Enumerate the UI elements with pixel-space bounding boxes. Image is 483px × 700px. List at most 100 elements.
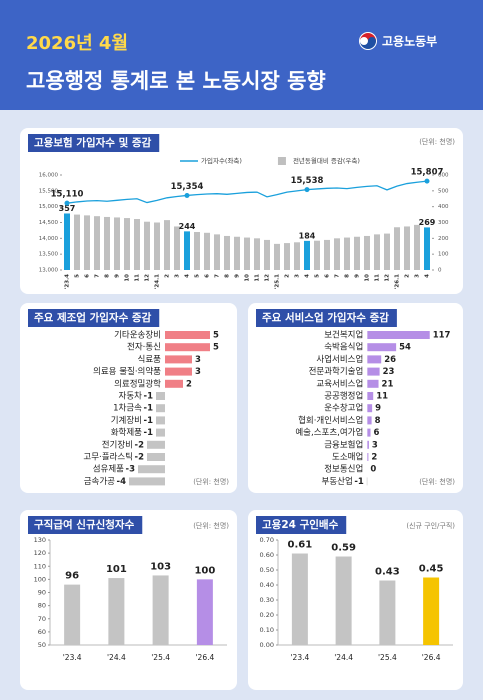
category-label: 식료품 [138,355,162,365]
category-label: 1차금속 [113,404,142,414]
bar [94,216,100,270]
line-value-label: 15,354 [171,182,204,192]
x-tick-label: '23.4 [65,274,71,289]
bar-value-label: 2 [186,379,192,389]
bar-value-label: 0.45 [419,564,444,575]
bar-value-label: 184 [299,231,316,240]
line-value-label: 15,807 [411,168,444,178]
bar [274,243,280,270]
unit-label: (단위: 천명) [419,137,455,146]
bar [165,367,192,376]
bar [165,355,192,364]
bar [84,215,90,270]
bar-value-label: 100 [194,565,215,576]
bar-value-label: 21 [382,379,394,389]
y-tick-label: 50 [38,641,46,649]
bar [367,331,430,339]
bar [335,556,352,645]
panel-title: 고용24 구인배수 [262,518,339,531]
panel-title: 구직급여 신규신청자수 [34,518,135,531]
legend-label: 가입자수(좌축) [201,156,242,165]
bar-value-label: -1 [144,416,154,426]
bar-value-label: 23 [383,367,395,377]
x-tick-label: '26.4 [422,653,441,662]
x-tick-label: 2 [285,274,291,278]
x-tick-label: '26.4 [195,653,214,662]
bar [364,235,370,270]
bar [64,213,70,270]
bar [165,331,210,339]
category-label: 고무·플라스틱 [83,452,133,463]
unit-label: (단위: 천명) [419,477,455,486]
x-tick-label: 5 [75,274,81,278]
bar [324,239,330,270]
bar-value-label: 0 [370,465,376,475]
x-tick-label: '25.1 [275,274,281,289]
y-tick-label: 0.40 [260,581,274,589]
category-label: 전기장비 [102,439,133,450]
y-tick-label: 120 [34,549,46,557]
line-point [304,187,310,193]
bar [374,234,380,270]
bar-value-label: 3 [195,355,201,365]
y-tick-label: 0.20 [260,611,274,619]
y-tick-label: 130 [34,536,46,544]
x-tick-label: 6 [205,274,211,278]
bar [423,577,440,645]
category-label: 자동차 [119,392,143,402]
bar [147,453,165,461]
y-tick-label: 14,000 [39,236,59,242]
logo-mark [359,32,377,50]
bar [367,416,372,425]
bar-value-label: -3 [126,465,136,475]
bar [108,578,125,645]
y-tick-label: 80 [38,602,46,610]
category-label: 보건복지업 [324,330,363,341]
bar [367,367,380,376]
x-tick-label: 5 [315,274,321,278]
bar [354,236,360,270]
unit-label: (단위: 천명) [193,521,229,530]
x-tick-label: '26.1 [395,274,401,289]
bar-value-label: 357 [59,204,76,213]
category-label: 운수창고업 [324,404,363,414]
bar [64,584,81,645]
bar-value-label: 11 [376,392,388,402]
y-tick-label: 13,500 [39,252,59,258]
x-tick-label: 5 [195,274,201,278]
line [66,180,428,204]
category-label: 예술,스포츠,여가업 [295,427,363,438]
bar [414,224,420,270]
bar-value-label: -1 [144,392,154,402]
panel-title: 주요 서비스업 가입자수 증감 [262,311,389,324]
logo-blue [360,37,376,49]
line-point [64,200,70,206]
y-tick-label: 90 [38,589,46,597]
category-label: 금속가공 [84,477,115,487]
y-tick-label: 13,000 [39,268,59,274]
bar [344,237,350,270]
x-tick-label: 8 [105,274,111,278]
bar-value-label: 0.59 [331,543,356,554]
x-tick-label: 12 [265,274,271,282]
x-tick-label: '24.1 [155,274,161,289]
bar [144,221,150,270]
y2-tick-label: 100 [438,252,449,258]
category-label: 섬유제품 [93,464,124,475]
bar [234,236,240,270]
bar [138,465,165,474]
x-tick-label: 11 [255,274,261,282]
x-tick-label: 10 [365,274,371,282]
bar [367,440,369,449]
bar [156,428,165,437]
x-tick-label: 3 [415,274,421,278]
bar [367,392,374,400]
line-value-label: 15,110 [51,190,84,200]
unit-label: (신규 구인/구직) [406,521,455,530]
bar [224,235,230,270]
bar-value-label: -1 [354,477,364,487]
bar [165,343,210,352]
x-tick-label: 2 [405,274,411,278]
x-tick-label: 8 [225,274,231,278]
